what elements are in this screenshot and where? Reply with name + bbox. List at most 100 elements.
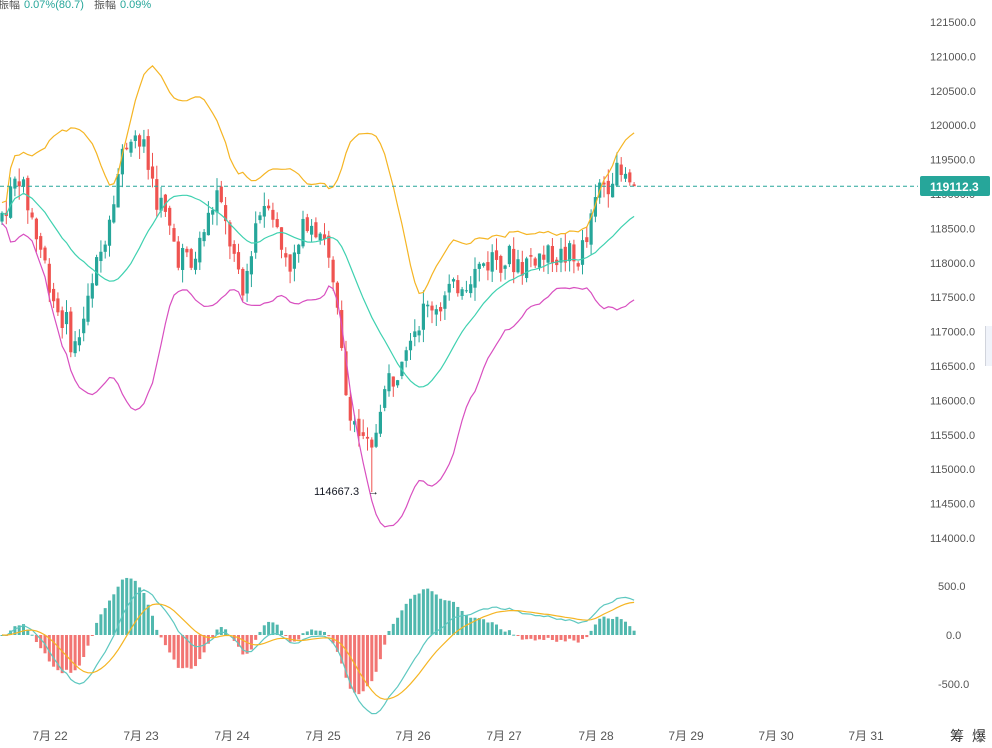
candle-body [34, 218, 38, 240]
macd-histogram-bar [77, 635, 81, 666]
macd-histogram-bar [22, 624, 25, 635]
candle-body [181, 247, 185, 270]
candle-body [43, 247, 47, 261]
macd-histogram-bar [34, 635, 38, 643]
candle-body [0, 212, 4, 222]
candle-body [619, 164, 623, 175]
candle-body [537, 253, 542, 268]
macd-histogram-bar [254, 635, 258, 640]
candle-body [86, 295, 90, 322]
macd-histogram-bar [546, 635, 550, 638]
macd-histogram-bar [159, 635, 163, 638]
candle-body [219, 186, 223, 203]
candle-body [632, 184, 636, 187]
macd-histogram-bar [624, 621, 627, 635]
candle-body [90, 283, 94, 299]
macd-histogram-bar [615, 616, 619, 635]
amp2-label: 振幅 [94, 0, 116, 11]
candle-body [202, 232, 206, 242]
candle-body [314, 222, 318, 238]
bollinger-bands [1, 65, 635, 528]
candle-body [460, 289, 464, 296]
macd-histogram-bar [275, 624, 279, 635]
candle-body [464, 290, 468, 292]
candle-body [533, 258, 537, 266]
candle-body [254, 223, 258, 253]
macd-histogram-bar [378, 635, 382, 660]
candle-body [211, 210, 215, 215]
macd-histogram-bar [271, 622, 275, 635]
macd-histogram-bar [280, 630, 283, 635]
candle-body [107, 219, 112, 246]
macd-histogram-bar [237, 635, 240, 647]
macd-histogram-bar [176, 635, 180, 668]
candle-body [232, 244, 236, 254]
candle-body [189, 249, 193, 268]
candle-body [327, 235, 331, 258]
candle-body [82, 318, 86, 334]
candle-body [245, 270, 249, 294]
macd-indicator [0, 577, 636, 715]
chip-button[interactable]: 筹 [950, 728, 964, 744]
candle-body [17, 181, 21, 187]
macd-histogram-bar [151, 615, 154, 635]
macd-histogram-bar [490, 622, 494, 635]
price-tick-label: 117000.0 [930, 327, 975, 339]
panel-resize-handle[interactable] [985, 326, 992, 366]
candle-body [176, 241, 180, 268]
candle-body [318, 233, 322, 241]
candle-body [13, 178, 17, 189]
macd-histogram-bar [391, 623, 395, 635]
candle-body [391, 376, 395, 387]
macd-histogram-bar [525, 635, 529, 640]
current-price-label: 119112.3 [920, 176, 990, 196]
macd-histogram-bar [202, 635, 206, 653]
candle-body [408, 340, 413, 351]
candle-body [486, 262, 490, 271]
macd-axis: 500.0 0.0 -500.0 [938, 581, 969, 691]
candle-body [426, 304, 430, 307]
price-tick-label: 121500.0 [930, 17, 976, 29]
price-tick-label: 115000.0 [930, 464, 975, 476]
macd-histogram-bar [563, 635, 567, 642]
date-tick-label: 7月 29 [668, 729, 704, 743]
candle-body [378, 411, 382, 434]
candle-body [550, 245, 554, 264]
date-tick-label: 7月 23 [123, 729, 159, 743]
macd-histogram-bar [533, 635, 537, 641]
candle-body [146, 136, 150, 170]
macd-histogram-bar [219, 627, 223, 635]
date-tick-label: 7月 25 [305, 729, 341, 743]
candle-body [383, 389, 387, 408]
macd-histogram-bar [112, 594, 116, 635]
liquidation-button[interactable]: 爆 [972, 728, 986, 744]
candle-body [301, 218, 305, 247]
header-amplitude: 振幅 0.07%(80.7) 振幅 0.09% [0, 0, 151, 11]
candle-body [99, 251, 103, 262]
macd-histogram-bar [340, 635, 344, 664]
candle-body [611, 183, 615, 198]
macd-histogram-bar [103, 608, 107, 635]
date-tick-label: 7月 31 [848, 729, 884, 743]
macd-histogram-bar [413, 594, 417, 635]
candle-body [516, 259, 520, 273]
candle-body [52, 288, 56, 302]
candle-body [150, 166, 155, 179]
candle-body [439, 307, 443, 312]
candle-body [138, 135, 142, 147]
macd-tick-label: 0.0 [946, 630, 961, 642]
date-tick-label: 7月 24 [214, 729, 250, 743]
candle-body [413, 331, 417, 338]
candle-body [224, 205, 228, 222]
macd-histogram-bar [434, 594, 438, 635]
macd-histogram-bar [185, 635, 189, 668]
candle-body [335, 282, 339, 308]
macd-histogram-bar [99, 614, 103, 635]
macd-histogram-bar [619, 619, 623, 635]
price-tick-label: 119500.0 [930, 155, 975, 167]
candle-body [348, 396, 352, 421]
candle-body [568, 243, 572, 262]
candle-body [262, 205, 266, 217]
macd-histogram-bar [611, 618, 615, 635]
